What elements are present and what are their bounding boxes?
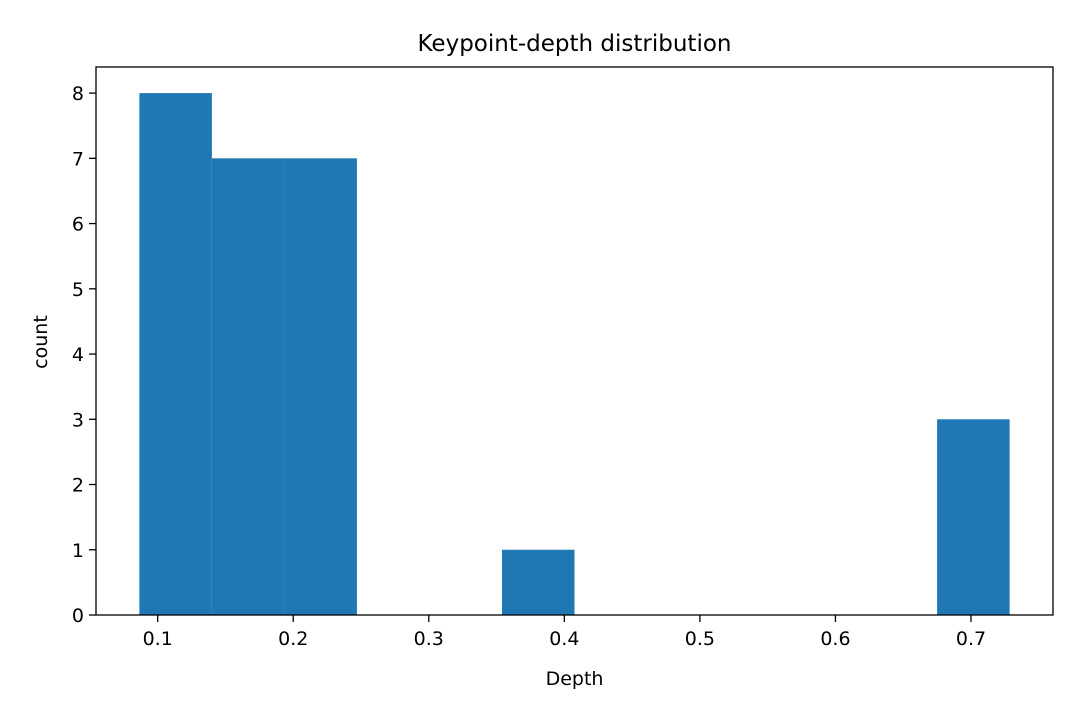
- y-tick-label: 7: [72, 148, 84, 170]
- x-tick-label: 0.3: [414, 628, 444, 650]
- histogram-bar: [139, 93, 212, 616]
- y-axis-ticks: 0 1 2 3 4 5 6 7 8: [72, 83, 96, 627]
- x-axis-label: Depth: [546, 668, 604, 690]
- y-tick-label: 0: [72, 605, 84, 627]
- y-tick-label: 1: [72, 540, 84, 562]
- y-axis-label: count: [30, 315, 52, 369]
- histogram-bar: [211, 158, 285, 616]
- x-tick-label: 0.6: [820, 628, 850, 650]
- x-tick-label: 0.7: [956, 628, 986, 650]
- chart-title: Keypoint-depth distribution: [418, 31, 732, 57]
- x-tick-label: 0.1: [143, 628, 173, 650]
- y-tick-label: 6: [72, 214, 84, 236]
- y-tick-label: 8: [72, 83, 84, 105]
- x-tick-label: 0.4: [549, 628, 579, 650]
- histogram-bar: [284, 158, 357, 616]
- y-tick-label: 2: [72, 475, 84, 497]
- bars-layer: [139, 93, 1010, 616]
- histogram-bar: [937, 419, 1010, 615]
- x-tick-label: 0.5: [685, 628, 715, 650]
- y-tick-label: 4: [72, 344, 84, 366]
- x-axis-ticks: 0.1 0.2 0.3 0.4 0.5 0.6 0.7: [143, 615, 986, 650]
- plot-frame: [95, 66, 1054, 616]
- y-tick-label: 5: [72, 279, 84, 301]
- x-tick-label: 0.2: [278, 628, 308, 650]
- histogram-bar: [501, 549, 575, 615]
- y-tick-label: 3: [72, 409, 84, 431]
